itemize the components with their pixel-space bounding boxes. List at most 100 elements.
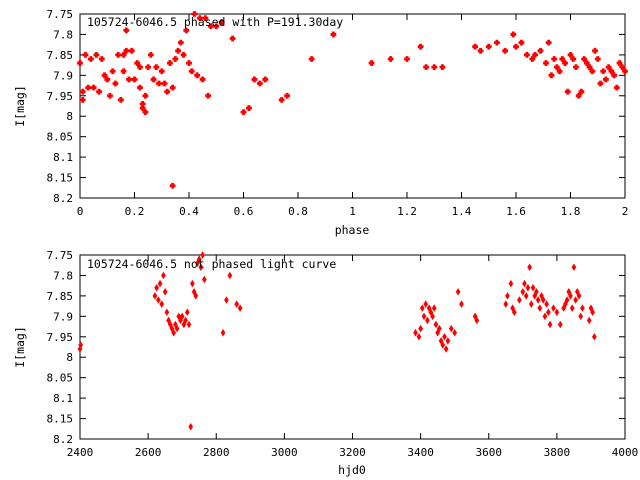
data-point (197, 15, 203, 21)
data-point (419, 304, 425, 312)
data-point (590, 308, 595, 317)
data-point (437, 324, 442, 333)
data-point (431, 304, 437, 312)
chart-title: 105724-6046.5 not phased light curve (87, 257, 336, 271)
data-point (220, 328, 226, 337)
data-point (184, 308, 190, 317)
data-point (82, 51, 89, 58)
data-point (180, 51, 187, 58)
data-point (198, 263, 204, 272)
data-point (605, 64, 612, 71)
data-point (85, 84, 92, 91)
data-point (175, 47, 181, 54)
y-tick-label: 8.15 (47, 413, 74, 426)
data-point (186, 60, 192, 66)
data-point (196, 255, 202, 263)
data-point (608, 68, 615, 75)
data-point (557, 320, 563, 329)
x-tick-label: 1 (349, 205, 356, 218)
data-point (567, 51, 574, 58)
y-tick-label: 7.75 (47, 8, 74, 21)
x-tick-label: 1.6 (506, 205, 526, 218)
data-point (619, 64, 626, 71)
x-tick-label: 1.2 (397, 205, 417, 218)
y-tick-label: 8.05 (47, 372, 74, 385)
data-point (573, 296, 578, 304)
data-point (120, 51, 127, 58)
x-axis-label: hjd0 (338, 463, 366, 477)
data-point (423, 300, 429, 308)
data-point (543, 60, 549, 66)
data-point (224, 296, 229, 304)
y-tick-label: 8.15 (47, 172, 74, 185)
data-point (142, 109, 149, 116)
data-point (404, 56, 410, 62)
data-point (183, 316, 188, 325)
data-point (534, 288, 539, 296)
data-point (88, 56, 94, 62)
data-point (611, 72, 617, 79)
data-point (545, 39, 552, 46)
x-tick-label: 2600 (135, 446, 162, 459)
data-point (308, 56, 315, 62)
data-point (477, 47, 484, 54)
data-point (576, 292, 582, 300)
data-point (172, 56, 179, 62)
data-point (523, 292, 529, 300)
data-point (77, 345, 83, 353)
data-point (527, 263, 532, 272)
data-point (573, 64, 579, 71)
data-point (164, 88, 171, 95)
data-point (537, 47, 544, 54)
data-point (237, 304, 243, 312)
data-point (439, 64, 446, 71)
y-tick-label: 8.05 (47, 131, 74, 144)
data-point (421, 312, 427, 321)
data-point (554, 308, 560, 317)
data-point (570, 56, 577, 62)
data-point (532, 51, 538, 58)
data-point (578, 88, 585, 95)
data-point (505, 292, 510, 300)
data-point (183, 27, 190, 34)
data-point (240, 109, 247, 116)
data-point (416, 333, 422, 341)
data-point (147, 51, 154, 58)
data-point (112, 80, 119, 87)
data-point (117, 96, 124, 103)
y-tick-label: 7.95 (47, 90, 74, 103)
data-point (433, 320, 439, 329)
x-tick-label: 0.4 (179, 205, 199, 218)
data-point (474, 316, 480, 325)
data-point (227, 271, 233, 280)
y-tick-label: 7.9 (53, 310, 73, 323)
data-point (152, 292, 158, 300)
data-point (583, 60, 590, 66)
data-point (188, 68, 195, 75)
data-point (551, 304, 556, 312)
y-tick-label: 7.95 (47, 331, 74, 344)
data-point (529, 56, 536, 62)
data-point (79, 88, 86, 95)
data-point (78, 341, 84, 349)
data-point (177, 39, 184, 46)
y-tick-label: 8.1 (53, 392, 73, 405)
data-point (540, 296, 546, 304)
data-point (518, 39, 525, 46)
data-point (284, 92, 290, 99)
y-axis: 7.75 7.8 7.85 7.9 7.95 8 8.05 8.1 8.15 8.2 (47, 249, 625, 446)
data-point (159, 300, 165, 308)
data-point (77, 60, 83, 66)
data-point (107, 92, 113, 99)
data-point (171, 328, 177, 337)
data-point (193, 292, 199, 300)
data-point (90, 84, 97, 91)
data-point (551, 56, 558, 62)
data-point (169, 182, 176, 189)
data-point (234, 300, 240, 308)
data-point (330, 31, 337, 38)
data-point (417, 43, 424, 50)
data-point (546, 308, 551, 317)
